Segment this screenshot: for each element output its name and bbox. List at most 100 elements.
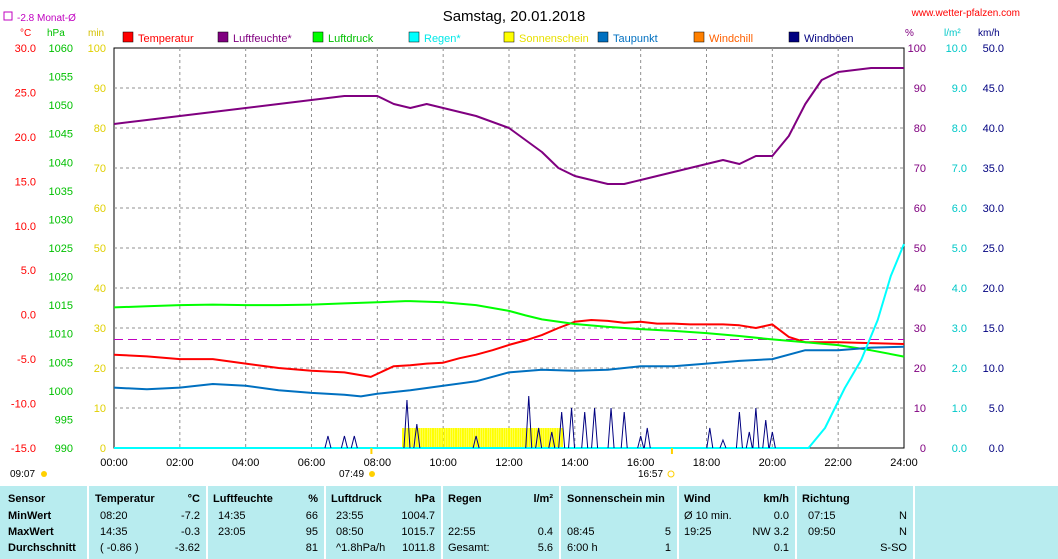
temp-tick: -5.0 bbox=[17, 354, 36, 366]
stat-hum_v: 81 bbox=[305, 542, 318, 554]
legend-label-6: Windchill bbox=[709, 33, 753, 45]
stat-label: MaxWert bbox=[8, 526, 54, 538]
wind-tick: 25.0 bbox=[983, 243, 1004, 255]
time-tick: 00:00 bbox=[100, 457, 128, 469]
sunshine-bar bbox=[427, 428, 430, 448]
hdr-hum-unit: % bbox=[308, 493, 318, 505]
min-tick: 100 bbox=[88, 43, 106, 55]
wind-tick: 5.0 bbox=[989, 403, 1004, 415]
stat-sun_t: 6:00 h bbox=[567, 542, 598, 554]
sunshine-bar bbox=[478, 428, 481, 448]
sunshine-bar bbox=[411, 428, 414, 448]
legend-label-7: Windböen bbox=[804, 33, 854, 45]
col-separator bbox=[324, 486, 326, 559]
hdr-rain: Regen bbox=[448, 493, 482, 505]
wind-tick: 15.0 bbox=[983, 323, 1004, 335]
sunshine-bar bbox=[547, 428, 550, 448]
stat-temp_v: -7.2 bbox=[181, 510, 200, 522]
wind-tick: 50.0 bbox=[983, 43, 1004, 55]
wind-tick: 45.0 bbox=[983, 83, 1004, 95]
stat-press_t: 23:55 bbox=[336, 510, 364, 522]
rain-tick: 0.0 bbox=[952, 443, 967, 455]
legend-swatch-4 bbox=[503, 31, 515, 43]
col-separator bbox=[559, 486, 561, 559]
sunshine-bar bbox=[533, 428, 536, 448]
legend: Temperatur Luftfeuchte* Luftdruck Regen* Son… bbox=[122, 31, 854, 45]
hdr-wind-unit: km/h bbox=[763, 493, 789, 505]
gust-spike bbox=[637, 435, 645, 449]
sunshine-bar bbox=[457, 428, 460, 448]
stat-temp_t: 14:35 bbox=[100, 526, 128, 538]
time-tick: 12:00 bbox=[495, 457, 523, 469]
rain-tick: 10.0 bbox=[946, 43, 967, 55]
sunshine-bar bbox=[531, 428, 534, 448]
month-avg-label: -2.8 Monat-Ø bbox=[17, 13, 76, 24]
sunrise-icon bbox=[369, 471, 375, 477]
sunshine-bar bbox=[512, 428, 515, 448]
unit-wind: km/h bbox=[978, 28, 1000, 39]
time-tick: 10:00 bbox=[429, 457, 457, 469]
temp-tick: 30.0 bbox=[15, 43, 36, 55]
stat-press_v: 1004.7 bbox=[401, 510, 435, 522]
stat-dir_v: S-SO bbox=[880, 542, 907, 554]
stat-press_t: 08:50 bbox=[336, 526, 364, 538]
sunshine-bar bbox=[491, 428, 494, 448]
sunshine-bar bbox=[418, 428, 421, 448]
hdr-press-unit: hPa bbox=[414, 493, 435, 505]
temp-tick: 5.0 bbox=[21, 265, 36, 277]
press-tick: 1035 bbox=[49, 186, 73, 198]
gust-spike bbox=[340, 435, 348, 449]
sunshine-bar bbox=[537, 428, 540, 448]
stat-temp_v: -3.62 bbox=[174, 542, 200, 554]
stat-rain_v: 5.6 bbox=[537, 542, 553, 554]
unit-min: min bbox=[88, 28, 104, 39]
stat-sun_t: 08:45 bbox=[567, 526, 595, 538]
stat-temp_t: ( -0.86 ) bbox=[100, 542, 139, 554]
pct-tick: 30 bbox=[914, 323, 926, 335]
gust-spike bbox=[591, 407, 599, 449]
gust-spike bbox=[706, 427, 714, 449]
gust-spike bbox=[762, 419, 770, 449]
hdr-temp: Temperatur bbox=[95, 493, 155, 505]
sunshine-bar bbox=[519, 428, 522, 448]
series-line-3 bbox=[113, 345, 905, 398]
min-tick: 10 bbox=[94, 403, 106, 415]
legend-swatch-6 bbox=[693, 31, 705, 43]
sunshine-bar bbox=[487, 428, 490, 448]
legend-swatch-1 bbox=[217, 31, 229, 43]
press-tick: 1020 bbox=[49, 272, 73, 284]
sunshine-bar bbox=[542, 428, 545, 448]
gust-spike bbox=[719, 438, 727, 449]
gust-spike bbox=[558, 411, 566, 449]
time-tick: 18:00 bbox=[693, 457, 721, 469]
series-line-1 bbox=[113, 67, 904, 185]
unit-pct: % bbox=[905, 28, 914, 39]
hdr-sensor: Sensor bbox=[8, 493, 46, 505]
sunrise-time: 07:49 bbox=[339, 469, 364, 480]
pct-tick: 80 bbox=[914, 123, 926, 135]
sunshine-bar bbox=[528, 428, 531, 448]
pct-tick: 0 bbox=[920, 443, 926, 455]
sunshine-bar bbox=[455, 428, 458, 448]
stat-sun_v: 1 bbox=[664, 542, 671, 554]
sunshine-bar bbox=[461, 428, 464, 448]
stat-rain_v: 0.4 bbox=[537, 526, 553, 538]
sunshine-bar bbox=[431, 428, 434, 448]
sunshine-bar bbox=[484, 428, 487, 448]
sunshine-bar bbox=[459, 428, 462, 448]
sunshine-bar bbox=[406, 428, 409, 448]
unit-rain: l/m² bbox=[944, 28, 961, 39]
sunshine-bar bbox=[556, 428, 559, 448]
pct-tick: 70 bbox=[914, 163, 926, 175]
sunshine-bar bbox=[408, 428, 411, 448]
hdr-press: Luftdruck bbox=[331, 493, 382, 505]
stat-press_t: ^1.8hPa/h bbox=[336, 542, 386, 554]
stat-wind_t: 19:25 bbox=[684, 526, 712, 538]
plot-area bbox=[113, 67, 905, 454]
time-tick: 02:00 bbox=[166, 457, 194, 469]
site-link[interactable]: www.wetter-pfalzen.com bbox=[911, 8, 1020, 19]
sunshine-bar bbox=[415, 428, 418, 448]
col-separator bbox=[795, 486, 797, 559]
rain-tick: 9.0 bbox=[952, 83, 967, 95]
pct-tick: 100 bbox=[908, 43, 926, 55]
